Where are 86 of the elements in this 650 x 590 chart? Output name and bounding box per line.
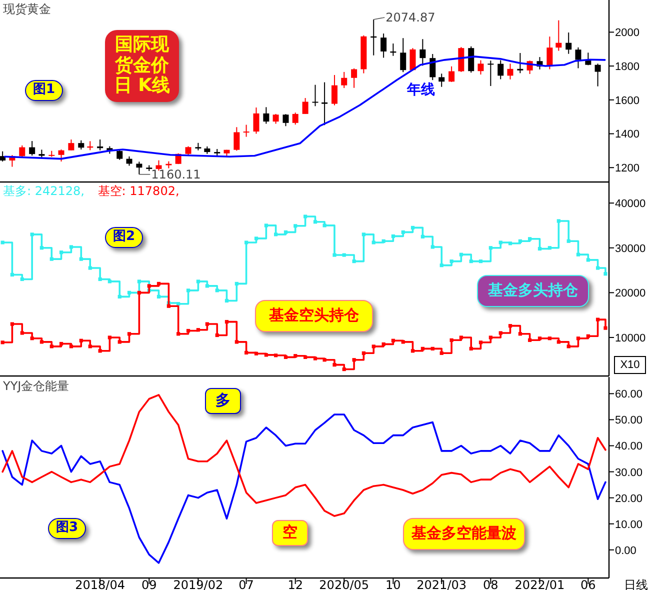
candlestick [430, 54, 436, 81]
y-tick-label: 1200 [615, 162, 640, 175]
y-tick-label: 60.00 [615, 388, 643, 401]
candlestick [322, 82, 328, 126]
y-tick-label: 10000 [615, 332, 646, 344]
candlestick [341, 71, 348, 89]
note: 1160.11 [138, 167, 201, 182]
candlestick [556, 20, 562, 52]
y-tick-label: 20.00 [615, 492, 643, 505]
candlestick [29, 140, 36, 156]
annotation: 图3 [48, 518, 86, 539]
y-tick-label: 10.00 [615, 518, 643, 531]
text: 基空: 117802, [98, 184, 180, 198]
candlestick [400, 38, 406, 73]
y-tick-label: 0.00 [615, 544, 636, 557]
y-tick-label: 50.00 [615, 414, 643, 427]
x-tick-label: 09 [141, 578, 157, 590]
candlestick [468, 46, 474, 74]
candlestick [312, 84, 318, 107]
x-tick-label: 06 [580, 578, 596, 590]
y-tick-label: 40.00 [615, 440, 643, 453]
annotation: 2074.87 [386, 10, 436, 24]
candlestick [478, 60, 484, 75]
candlestick [263, 106, 270, 124]
y-tick-label: 20000 [615, 288, 646, 300]
candlestick [272, 113, 279, 124]
y-tick-label: 30000 [615, 242, 646, 255]
candlestick [507, 63, 514, 80]
y-tick-label: 2000 [615, 27, 640, 40]
candlestick [448, 66, 455, 82]
candlestick [420, 38, 426, 66]
x-tick-label: 08 [483, 578, 498, 590]
candlestick [282, 114, 289, 127]
annotation: 图1 [25, 80, 63, 101]
chart-title: YYJ金仓能量 [2, 379, 70, 393]
text: X10 [614, 356, 646, 374]
annotation: 基金多空能量波 [403, 518, 525, 550]
y-tick-label: 40000 [615, 198, 646, 210]
note: 2074.87 [373, 10, 436, 24]
candlestick [78, 140, 84, 150]
candlestick [331, 74, 338, 106]
candlestick [498, 60, 504, 80]
candlestick [136, 161, 142, 175]
annotation: 1160.11 [151, 167, 201, 182]
candlestick [156, 160, 162, 172]
annotation: 基金空头持仓 [255, 300, 373, 332]
candlestick [575, 46, 582, 69]
x-tick-label: 2019/02 [173, 578, 224, 590]
annotation: 基金多头持仓 [477, 275, 589, 307]
candlestick [0, 150, 6, 162]
candlestick [116, 148, 123, 160]
y-tick-label: 1800 [615, 61, 640, 74]
candlestick [438, 73, 445, 88]
x-tick-label: 2022/01 [514, 578, 565, 590]
annotation: 图2 [105, 227, 143, 248]
x-tick-label: 10 [386, 578, 401, 590]
candlestick [58, 148, 64, 162]
candlestick [351, 68, 358, 88]
x-tick-label: 12 [288, 578, 303, 590]
candlestick [68, 139, 74, 151]
y-tick-label: 1400 [615, 128, 640, 141]
candlestick [546, 36, 553, 70]
x-tick-label: 07 [238, 578, 254, 590]
candlestick [19, 144, 26, 158]
text: 基多: 242128, [3, 184, 84, 198]
x-tick-label: 2021/03 [416, 578, 467, 590]
candlestick [517, 52, 524, 74]
candlestick [302, 98, 308, 114]
x-tick-label: 2018/04 [75, 578, 125, 590]
candlestick [126, 156, 132, 166]
candlestick [243, 124, 250, 138]
annotation: 多 [205, 388, 241, 414]
annotation: 空 [272, 520, 308, 546]
chart-title: 现货黄金 [3, 2, 51, 16]
candlestick [292, 112, 298, 126]
y-tick-label: 30.00 [615, 466, 643, 479]
candlestick [234, 126, 240, 152]
series-label: 年线 [406, 82, 436, 98]
candlestick [594, 63, 601, 87]
annotation: 国际现货金价日 K线 [105, 30, 179, 102]
y-tick-label: 1600 [615, 94, 640, 107]
candlestick [253, 107, 260, 134]
candlestick [566, 32, 572, 54]
candlestick [380, 33, 387, 58]
x-tick-label: 2020/05 [319, 578, 370, 590]
candlestick [488, 60, 494, 87]
